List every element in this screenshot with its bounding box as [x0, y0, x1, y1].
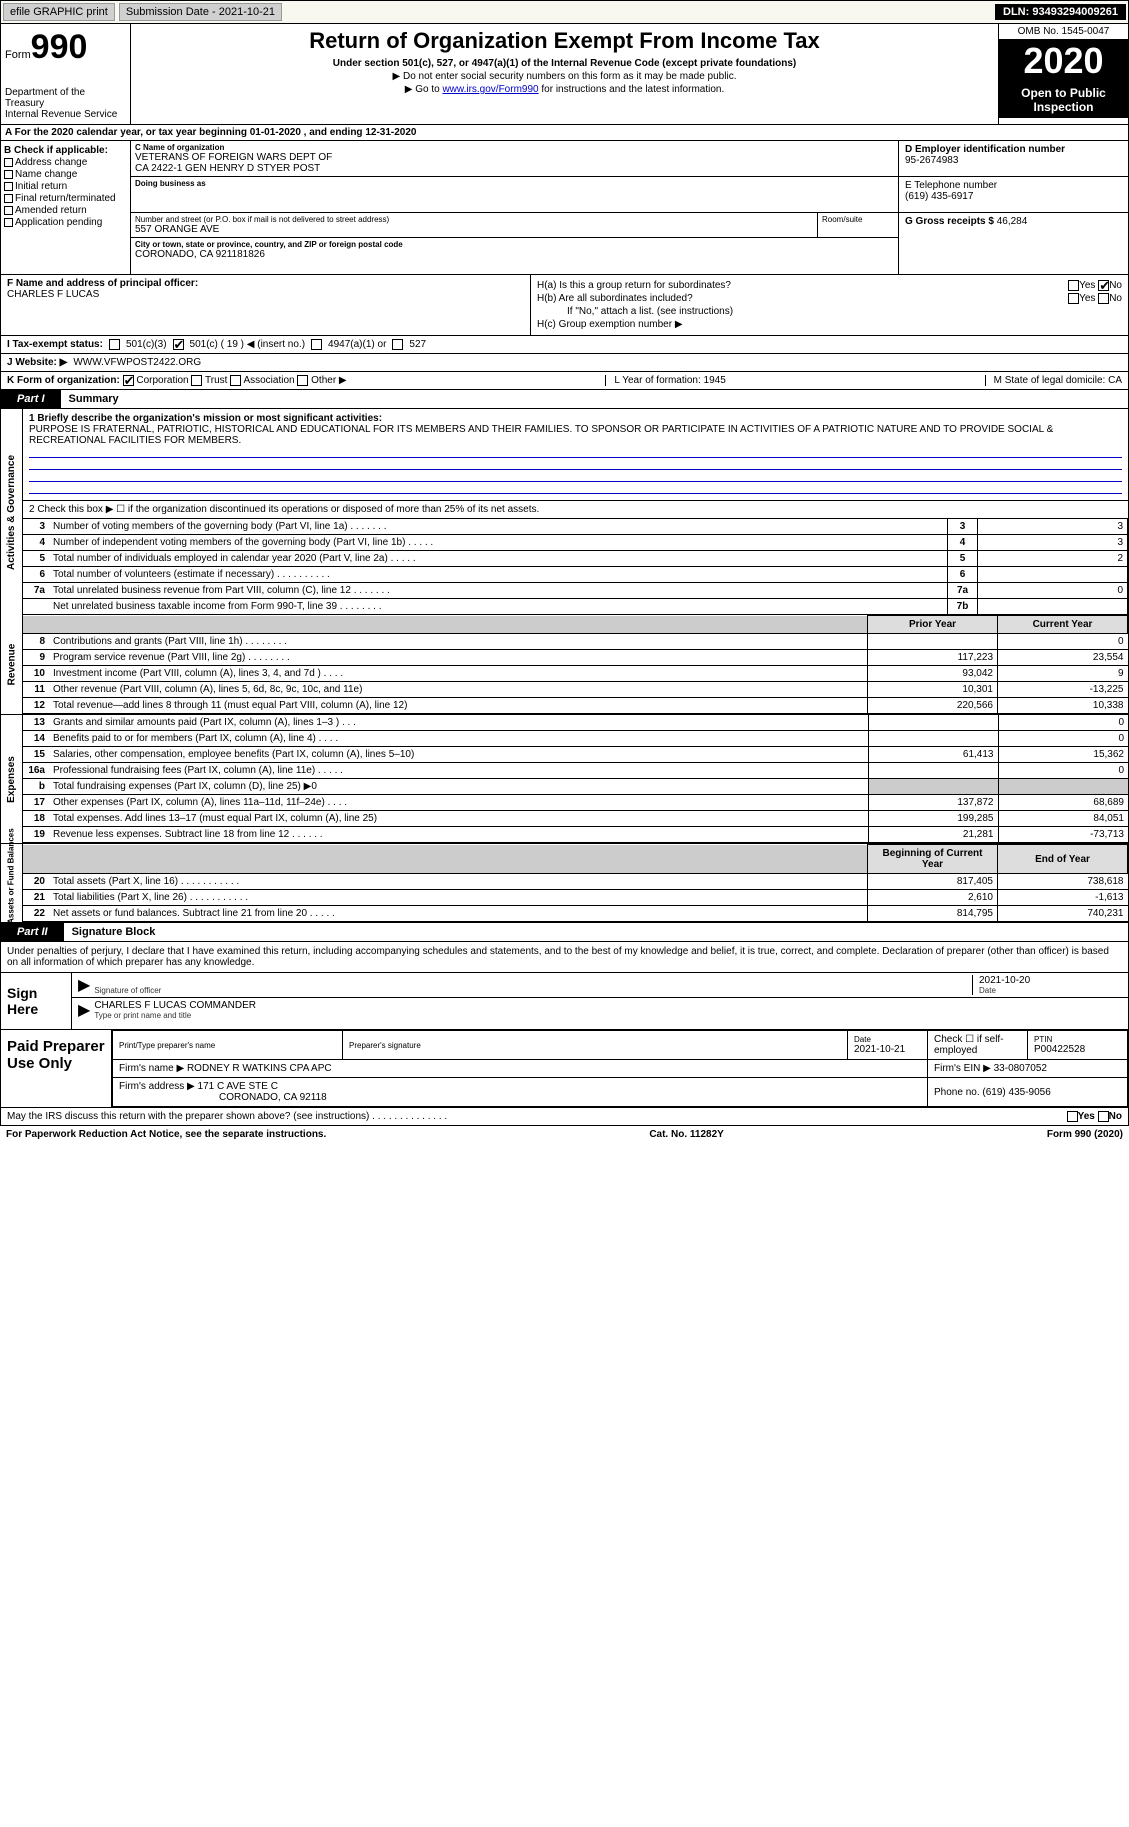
- group-exemption: H(c) Group exemption number ▶: [537, 319, 1122, 330]
- arrow-icon: ▶: [78, 1000, 90, 1020]
- form-header: Form990 Department of the Treasury Inter…: [0, 24, 1129, 125]
- box-c: C Name of organization VETERANS OF FOREI…: [131, 141, 898, 274]
- discuss-no[interactable]: [1098, 1111, 1109, 1122]
- website-url: WWW.VFWPOST2422.ORG: [73, 357, 201, 368]
- state-domicile: M State of legal domicile: CA: [985, 375, 1122, 386]
- page-footer: For Paperwork Reduction Act Notice, see …: [0, 1126, 1129, 1143]
- perjury-statement: Under penalties of perjury, I declare th…: [1, 942, 1128, 972]
- header-left: Form990 Department of the Treasury Inter…: [1, 24, 131, 124]
- info-block: B Check if applicable: Address change Na…: [0, 141, 1129, 275]
- omb-number: OMB No. 1545-0047: [999, 24, 1128, 40]
- discuss-with-preparer: May the IRS discuss this return with the…: [0, 1108, 1129, 1126]
- expenses-block: Expenses 13Grants and similar amounts pa…: [0, 715, 1129, 844]
- expenses-table: 13Grants and similar amounts paid (Part …: [23, 715, 1128, 843]
- chk-association[interactable]: [230, 375, 241, 386]
- net-assets-table: Beginning of Current YearEnd of Year 20T…: [23, 844, 1128, 922]
- k-l-m-row: K Form of organization: Corporation Trus…: [0, 372, 1129, 390]
- q2-discontinued: 2 Check this box ▶ ☐ if the organization…: [23, 501, 1128, 519]
- chk-corporation[interactable]: [123, 375, 134, 386]
- chk-other[interactable]: [297, 375, 308, 386]
- header-center: Return of Organization Exempt From Incom…: [131, 24, 998, 124]
- open-to-public: Open to Public Inspection: [999, 82, 1128, 118]
- tax-period: A For the 2020 calendar year, or tax yea…: [0, 125, 1129, 141]
- efile-graphic-btn[interactable]: efile GRAPHIC print: [3, 3, 115, 21]
- discuss-yes[interactable]: [1067, 1111, 1078, 1122]
- tax-exempt-status: I Tax-exempt status: 501(c)(3) 501(c) ( …: [0, 336, 1129, 354]
- tax-year: 2020: [999, 40, 1128, 82]
- box-d-e-g: D Employer identification number 95-2674…: [898, 141, 1128, 274]
- chk-trust[interactable]: [191, 375, 202, 386]
- website-row: J Website: ▶ WWW.VFWPOST2422.ORG: [0, 354, 1129, 372]
- ha-no[interactable]: [1098, 280, 1109, 291]
- form-subtitle: Under section 501(c), 527, or 4947(a)(1)…: [139, 58, 990, 69]
- hb-no[interactable]: [1098, 293, 1109, 304]
- signature-date: 2021-10-20: [979, 975, 1122, 986]
- goto-note: ▶ Go to www.irs.gov/Form990 for instruct…: [139, 84, 990, 95]
- chk-name-change[interactable]: [4, 170, 13, 179]
- arrow-icon: ▶: [78, 975, 90, 995]
- gross-receipts: 46,284: [997, 216, 1028, 227]
- box-f: F Name and address of principal officer:…: [1, 275, 531, 335]
- principal-officer: CHARLES F LUCAS: [7, 289, 524, 300]
- box-h: H(a) Is this a group return for subordin…: [531, 275, 1128, 335]
- chk-address-change[interactable]: [4, 158, 13, 167]
- hb-yes[interactable]: [1068, 293, 1079, 304]
- ha-yes[interactable]: [1068, 280, 1079, 291]
- ssn-note: ▶ Do not enter social security numbers o…: [139, 71, 990, 82]
- firm-ein: 33-0807052: [994, 1063, 1047, 1074]
- part2-header: Part II Signature Block: [0, 923, 1129, 942]
- header-right: OMB No. 1545-0047 2020 Open to Public In…: [998, 24, 1128, 124]
- street-address: 557 ORANGE AVE: [135, 224, 813, 235]
- submission-date-value: 2021-10-21: [219, 6, 275, 18]
- dln-box: DLN: 93493294009261: [995, 4, 1126, 20]
- year-formation: L Year of formation: 1945: [605, 375, 725, 386]
- activities-governance: Activities & Governance 1 Briefly descri…: [0, 409, 1129, 615]
- ptin: P00422528: [1034, 1044, 1121, 1055]
- part1-header: Part I Summary: [0, 390, 1129, 409]
- chk-application-pending[interactable]: [4, 218, 13, 227]
- governance-table: 3Number of voting members of the governi…: [23, 519, 1128, 615]
- city-state-zip: CORONADO, CA 921181826: [135, 249, 894, 260]
- form-title: Return of Organization Exempt From Incom…: [139, 28, 990, 54]
- chk-final-return[interactable]: [4, 194, 13, 203]
- submission-date-btn[interactable]: Submission Date - 2021-10-21: [119, 3, 282, 21]
- ein: 95-2674983: [905, 155, 1122, 166]
- dept-treasury: Department of the Treasury Internal Reve…: [5, 87, 126, 120]
- form-number: 990: [31, 28, 88, 66]
- prep-date: 2021-10-21: [854, 1044, 921, 1055]
- officer-name: CHARLES F LUCAS COMMANDER: [94, 1000, 1122, 1011]
- chk-amended-return[interactable]: [4, 206, 13, 215]
- firm-name: RODNEY R WATKINS CPA APC: [187, 1063, 332, 1074]
- mission-text: PURPOSE IS FRATERNAL, PATRIOTIC, HISTORI…: [29, 424, 1122, 446]
- revenue-block: Revenue Prior YearCurrent Year 8Contribu…: [0, 615, 1129, 715]
- submission-date-label: Submission Date -: [126, 6, 219, 18]
- revenue-table: Prior YearCurrent Year 8Contributions an…: [23, 615, 1128, 714]
- paid-preparer-block: Paid Preparer Use Only Print/Type prepar…: [0, 1030, 1129, 1108]
- firm-phone: (619) 435-9056: [982, 1087, 1050, 1098]
- f-h-block: F Name and address of principal officer:…: [0, 275, 1129, 336]
- chk-initial-return[interactable]: [4, 182, 13, 191]
- sign-here-label: Sign Here: [1, 973, 71, 1029]
- chk-501c[interactable]: [173, 339, 184, 350]
- firm-address: 171 C AVE STE C: [198, 1081, 278, 1092]
- chk-527[interactable]: [392, 339, 403, 350]
- irs-form990-link[interactable]: www.irs.gov/Form990: [442, 84, 538, 95]
- chk-501c3[interactable]: [109, 339, 120, 350]
- org-name: VETERANS OF FOREIGN WARS DEPT OF CA 2422…: [135, 152, 894, 174]
- telephone: (619) 435-6917: [905, 191, 1122, 202]
- signature-block: Under penalties of perjury, I declare th…: [0, 942, 1129, 1030]
- efile-topbar: efile GRAPHIC print Submission Date - 20…: [0, 0, 1129, 24]
- chk-4947[interactable]: [311, 339, 322, 350]
- net-assets-block: Net Assets or Fund Balances Beginning of…: [0, 844, 1129, 923]
- box-b: B Check if applicable: Address change Na…: [1, 141, 131, 274]
